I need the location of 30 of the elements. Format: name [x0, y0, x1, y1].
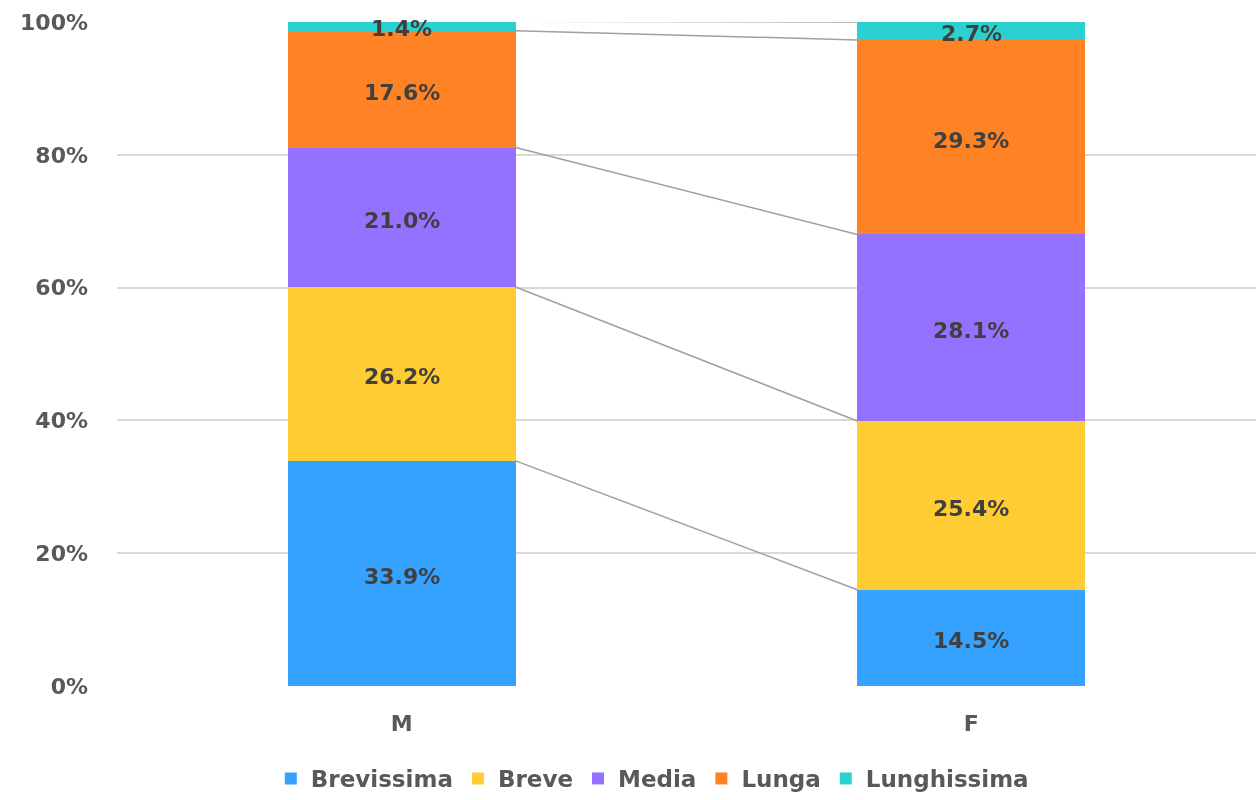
- legend-label: Lunga: [741, 766, 821, 793]
- x-tick-label: F: [963, 711, 979, 736]
- bar: [857, 22, 1086, 40]
- bar: [857, 421, 1086, 590]
- data-label: 2.7%: [941, 21, 1003, 46]
- y-tick-label: 20%: [35, 540, 88, 566]
- y-tick-label: 40%: [35, 408, 88, 434]
- y-tick-label: 100%: [20, 9, 88, 35]
- y-tick-label: 0%: [50, 673, 88, 699]
- data-label: 28.1%: [933, 318, 1010, 343]
- data-label: 14.5%: [933, 628, 1010, 653]
- legend-label: Brevissima: [310, 766, 453, 793]
- y-tick-label: 80%: [35, 142, 88, 168]
- data-label: 17.6%: [364, 80, 441, 105]
- y-tick-label: 60%: [35, 275, 88, 301]
- bar: [287, 286, 516, 461]
- data-label: 33.9%: [364, 564, 441, 589]
- bar: [857, 234, 1086, 422]
- legend-label: Media: [618, 766, 697, 793]
- data-label: 29.3%: [933, 128, 1010, 153]
- legend-label: Breve: [497, 766, 574, 793]
- data-label: 26.2%: [364, 364, 441, 389]
- x-tick-label: M: [390, 711, 413, 736]
- data-label: 21.0%: [364, 208, 441, 233]
- bar: [287, 147, 516, 287]
- bar: [857, 39, 1086, 235]
- bar: [287, 460, 516, 686]
- legend-label: Lunghissima: [865, 766, 1029, 793]
- data-label: 25.4%: [933, 496, 1010, 521]
- bar: [857, 589, 1086, 686]
